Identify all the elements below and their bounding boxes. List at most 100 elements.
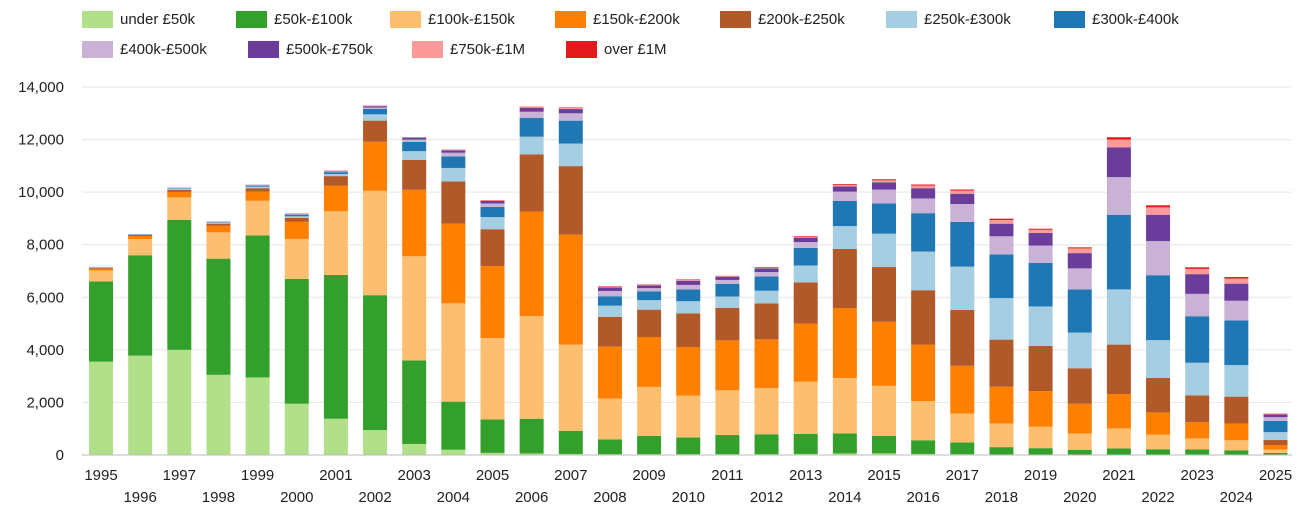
bar-segment [637,288,661,291]
bar-segment [246,187,270,189]
bar-segment [167,197,191,219]
bar-segment [872,203,896,233]
bar-segment [911,252,935,291]
bar-segment [598,291,622,296]
bar-segment [598,306,622,317]
bar-segment [1029,233,1053,246]
bar-segment [950,413,974,442]
bar-segment [1224,301,1248,321]
bar-segment [872,179,896,180]
bar-segment [989,254,1013,298]
x-tick-label: 2006 [515,489,548,506]
bar-segment [128,235,152,236]
bar-segment [1224,423,1248,440]
bar-segment [520,212,544,317]
bar-segment [520,118,544,137]
bar-segment [676,396,700,438]
bar-segment [598,317,622,347]
bar-segment [481,229,505,266]
bar-segment [520,112,544,118]
bar-segment [715,340,739,390]
bar-segment [363,430,387,455]
bar-segment [755,388,779,434]
bar-segment [285,279,309,404]
legend-label: £300k-£400k [1092,11,1179,28]
bar-segment [402,360,426,444]
bar-segment [1107,147,1131,177]
bar-segment [1146,275,1170,340]
bar-segment [833,192,857,201]
bar-segment [206,222,230,223]
bar-segment [89,270,113,281]
bar-segment [598,288,622,291]
bar-segment [324,174,348,176]
bar-segment [441,150,465,152]
bar-segment [285,239,309,279]
bar-segment [1068,247,1092,248]
bar-segment [402,190,426,257]
bar-segment [1107,289,1131,344]
bar-segment [1107,140,1131,148]
bar-segment [676,279,700,280]
bar-segment [1029,263,1053,307]
bar-segment [520,107,544,108]
bar-segment [402,256,426,360]
bar-segment [1146,241,1170,275]
bar-segment [1068,404,1092,434]
bar-segment [1264,440,1288,445]
bar-segment [481,338,505,419]
bar-segment [246,188,270,191]
bar-segment [206,375,230,455]
bar-segment [167,189,191,190]
bar-segment [911,345,935,402]
bar-segment [520,419,544,454]
bar-segment [1185,363,1209,396]
bar-segment [637,387,661,436]
legend-label: £150k-£200k [593,11,680,28]
bar-segment [1068,268,1092,289]
bar-segment [441,181,465,223]
bar-segment [989,447,1013,454]
bar-segment [676,281,700,285]
bar-segment [755,272,779,276]
bar-segment [1264,449,1288,452]
bar-segment [559,431,583,454]
bar-segment [363,114,387,120]
legend-label: £250k-£300k [924,11,1011,28]
bar-segment [441,224,465,304]
bar-segment [1264,421,1288,432]
bar-segment [285,214,309,215]
x-tick-label: 2008 [593,489,626,506]
bar-segment [206,223,230,224]
bar-segment [246,192,270,201]
y-tick-label: 12,000 [18,132,64,149]
bar-segment [1146,378,1170,412]
bar-segment [676,280,700,281]
bar-segment [1146,205,1170,207]
bar-segment [520,107,544,108]
bar-segment [833,433,857,453]
bar-segment [637,337,661,387]
bar-segment [715,277,739,280]
x-tick-label: 1999 [241,467,274,484]
legend-label: £750k-£1M [450,41,525,58]
bar-segment [950,267,974,310]
bar-segment [559,144,583,167]
bar-segment [1185,438,1209,449]
bar-segment [128,356,152,455]
bar-segment [402,160,426,190]
y-tick-label: 8,000 [26,237,64,254]
x-tick-label: 2004 [437,489,470,506]
bar-segment [1029,448,1053,454]
bar-segment [520,108,544,112]
y-tick-label: 4,000 [26,342,64,359]
bar-segment [989,219,1013,220]
bar-segment [206,232,230,258]
legend-swatch [720,11,751,28]
bar-segment [794,238,818,242]
bar-segment [1224,365,1248,397]
bar-segment [1029,230,1053,233]
bar-segment [989,423,1013,447]
bar-segment [989,387,1013,424]
bar-segment [481,266,505,338]
